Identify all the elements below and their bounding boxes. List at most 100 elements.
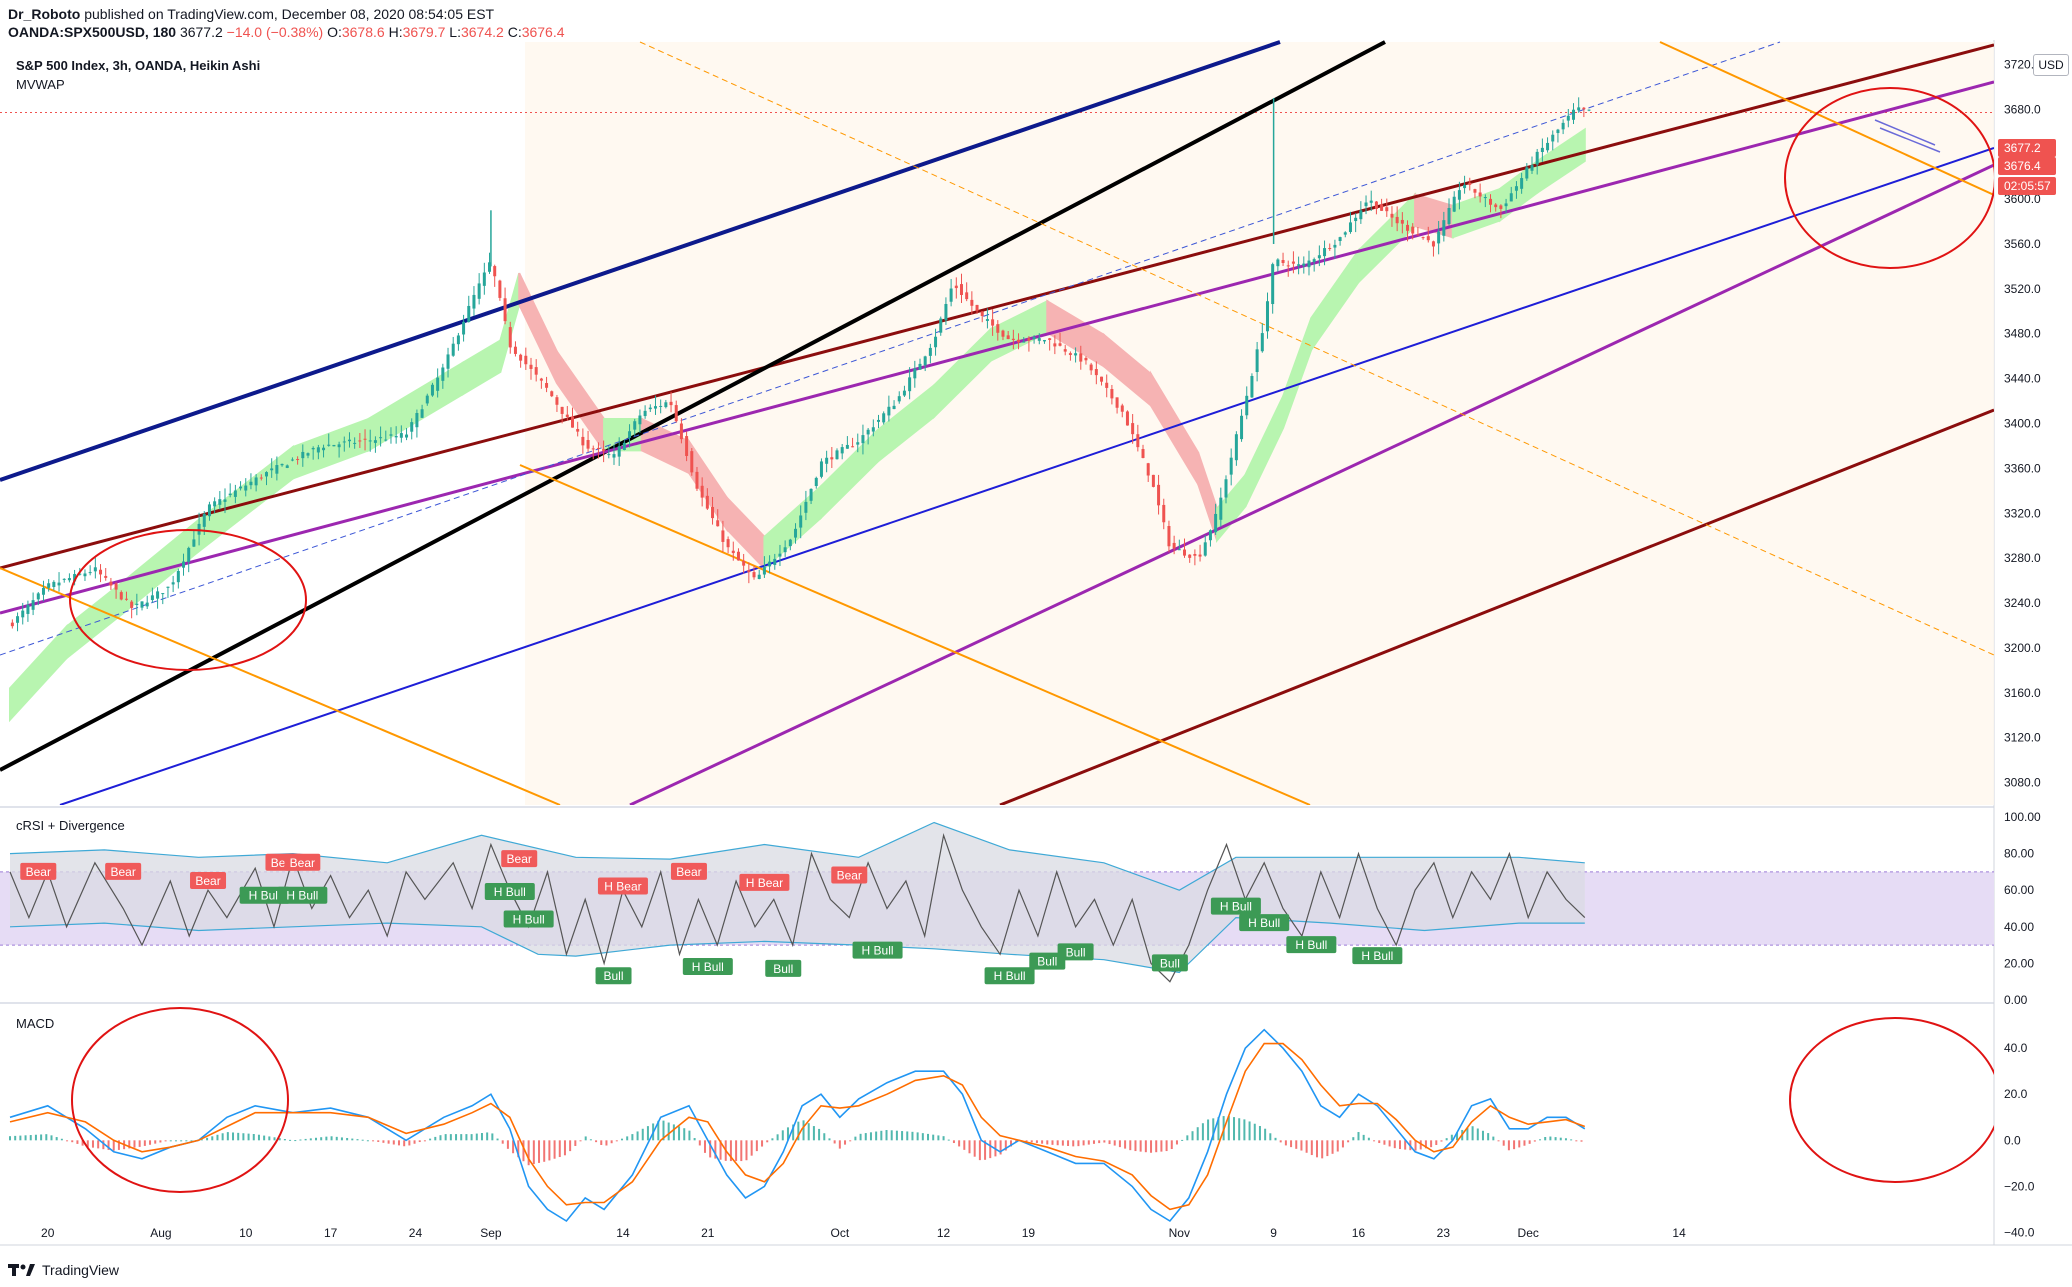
macd-histogram-bar xyxy=(947,1139,950,1141)
candle-body xyxy=(508,327,512,348)
candle-body xyxy=(1053,343,1057,347)
macd-histogram-bar xyxy=(434,1136,437,1141)
candle-body xyxy=(975,304,979,311)
candle-body xyxy=(918,363,922,370)
candle-body xyxy=(773,558,777,565)
candle-body xyxy=(1447,207,1451,225)
candle-body xyxy=(1017,339,1021,343)
macd-histogram-bar xyxy=(149,1140,152,1145)
macd-histogram-bar xyxy=(1336,1140,1339,1152)
author-name[interactable]: Dr_Roboto xyxy=(8,6,81,22)
candle-body xyxy=(347,439,351,442)
candle-body xyxy=(980,311,984,317)
macd-histogram-bar xyxy=(1227,1115,1230,1141)
crsi-tick-label: 20.00 xyxy=(2004,956,2034,970)
macd-histogram-bar xyxy=(60,1138,63,1141)
macd-histogram-bar xyxy=(206,1137,209,1141)
price-tick-label: 3720.0 xyxy=(2004,57,2041,71)
divergence-label-bg xyxy=(105,862,142,880)
macd-histogram-bar xyxy=(579,1140,582,1142)
macd-histogram-bar xyxy=(968,1140,971,1154)
candle-body xyxy=(337,444,341,448)
candle-body xyxy=(1514,186,1518,191)
macd-histogram-bar xyxy=(486,1132,489,1141)
candle-body xyxy=(524,355,528,365)
macd-histogram-bar xyxy=(480,1133,483,1141)
divergence-label-bg xyxy=(1352,947,1403,965)
candle-body xyxy=(135,603,139,606)
macd-histogram-bar xyxy=(984,1140,987,1160)
time-tick-label: Nov xyxy=(1169,1226,1190,1240)
macd-histogram-bar xyxy=(1435,1140,1438,1145)
candle-body xyxy=(607,454,611,456)
candle-body xyxy=(270,468,274,471)
candle-body xyxy=(1540,147,1544,152)
candle-body xyxy=(290,459,294,461)
candle-body xyxy=(114,583,118,590)
candle-body xyxy=(1333,244,1337,248)
macd-histogram-bar xyxy=(1129,1140,1132,1151)
candle-body xyxy=(908,377,912,392)
candle-body xyxy=(628,431,632,438)
candle-body xyxy=(285,465,289,468)
candle-body xyxy=(150,595,154,601)
macd-histogram-bar xyxy=(320,1137,323,1141)
candle-body xyxy=(1312,259,1316,263)
macd-histogram-bar xyxy=(418,1140,421,1143)
divergence-label: H Bull xyxy=(494,885,526,899)
candle-body xyxy=(342,441,346,443)
candle-body xyxy=(1426,236,1430,241)
macd-histogram-bar xyxy=(776,1134,779,1141)
macd-histogram-bar xyxy=(916,1132,919,1141)
divergence-label: Bear xyxy=(110,865,135,879)
macd-histogram-bar xyxy=(1295,1140,1298,1149)
highlight-ellipse xyxy=(1789,1017,1994,1183)
candle-body xyxy=(296,459,300,461)
candle-body xyxy=(871,427,875,432)
macd-histogram-bar xyxy=(1124,1140,1127,1149)
candle-body xyxy=(31,600,35,610)
maroon-trendline-upper xyxy=(0,43,1994,570)
divergence-label: H Bear xyxy=(604,880,641,894)
time-tick-label: 14 xyxy=(616,1226,630,1240)
macd-histogram-bar xyxy=(138,1140,141,1147)
macd-histogram-bar xyxy=(413,1140,416,1144)
macd-histogram-bar xyxy=(543,1140,546,1162)
macd-histogram-bar xyxy=(1362,1134,1365,1141)
macd-pane[interactable] xyxy=(9,1007,2000,1223)
footer-brand[interactable]: TradingView xyxy=(8,1262,119,1278)
macd-histogram-bar xyxy=(1357,1132,1360,1141)
macd-histogram-bar xyxy=(1150,1140,1153,1153)
macd-histogram-bar xyxy=(833,1140,836,1144)
mvwap-legend[interactable]: MVWAP xyxy=(16,77,65,92)
macd-histogram-bar xyxy=(1445,1138,1448,1141)
macd-histogram-bar xyxy=(781,1130,784,1141)
macd-histogram-bar xyxy=(268,1136,271,1141)
candle-body xyxy=(534,367,538,375)
divergence-label: H Bull xyxy=(513,912,545,926)
macd-histogram-bar xyxy=(154,1140,157,1144)
macd-histogram-bar xyxy=(159,1140,162,1143)
macd-histogram-bar xyxy=(849,1140,852,1142)
black-trendline xyxy=(0,40,1386,772)
candle-body xyxy=(1042,340,1046,342)
navy-trendline xyxy=(0,40,1281,482)
macd-pane-title[interactable]: MACD xyxy=(16,1016,55,1031)
currency-button[interactable]: USD xyxy=(2033,54,2069,76)
main-pane-title[interactable]: S&P 500 Index, 3h, OANDA, Heikin Ashi xyxy=(16,58,261,73)
macd-histogram-bar xyxy=(444,1134,447,1141)
candle-body xyxy=(653,406,657,409)
macd-histogram-bar xyxy=(1502,1140,1505,1146)
candle-body xyxy=(1489,198,1493,205)
symbol-line: OANDA:SPX500USD, 180 xyxy=(8,24,177,40)
macd-histogram-bar xyxy=(1430,1140,1433,1148)
macd-histogram-bar xyxy=(828,1138,831,1141)
crsi-pane-title[interactable]: cRSI + Divergence xyxy=(16,818,125,833)
divergence-label-bg xyxy=(831,866,868,884)
main-price-pane[interactable] xyxy=(0,40,1995,805)
macd-histogram-bar xyxy=(678,1126,681,1141)
candle-body xyxy=(394,435,398,438)
macd-histogram-bar xyxy=(1404,1140,1407,1150)
